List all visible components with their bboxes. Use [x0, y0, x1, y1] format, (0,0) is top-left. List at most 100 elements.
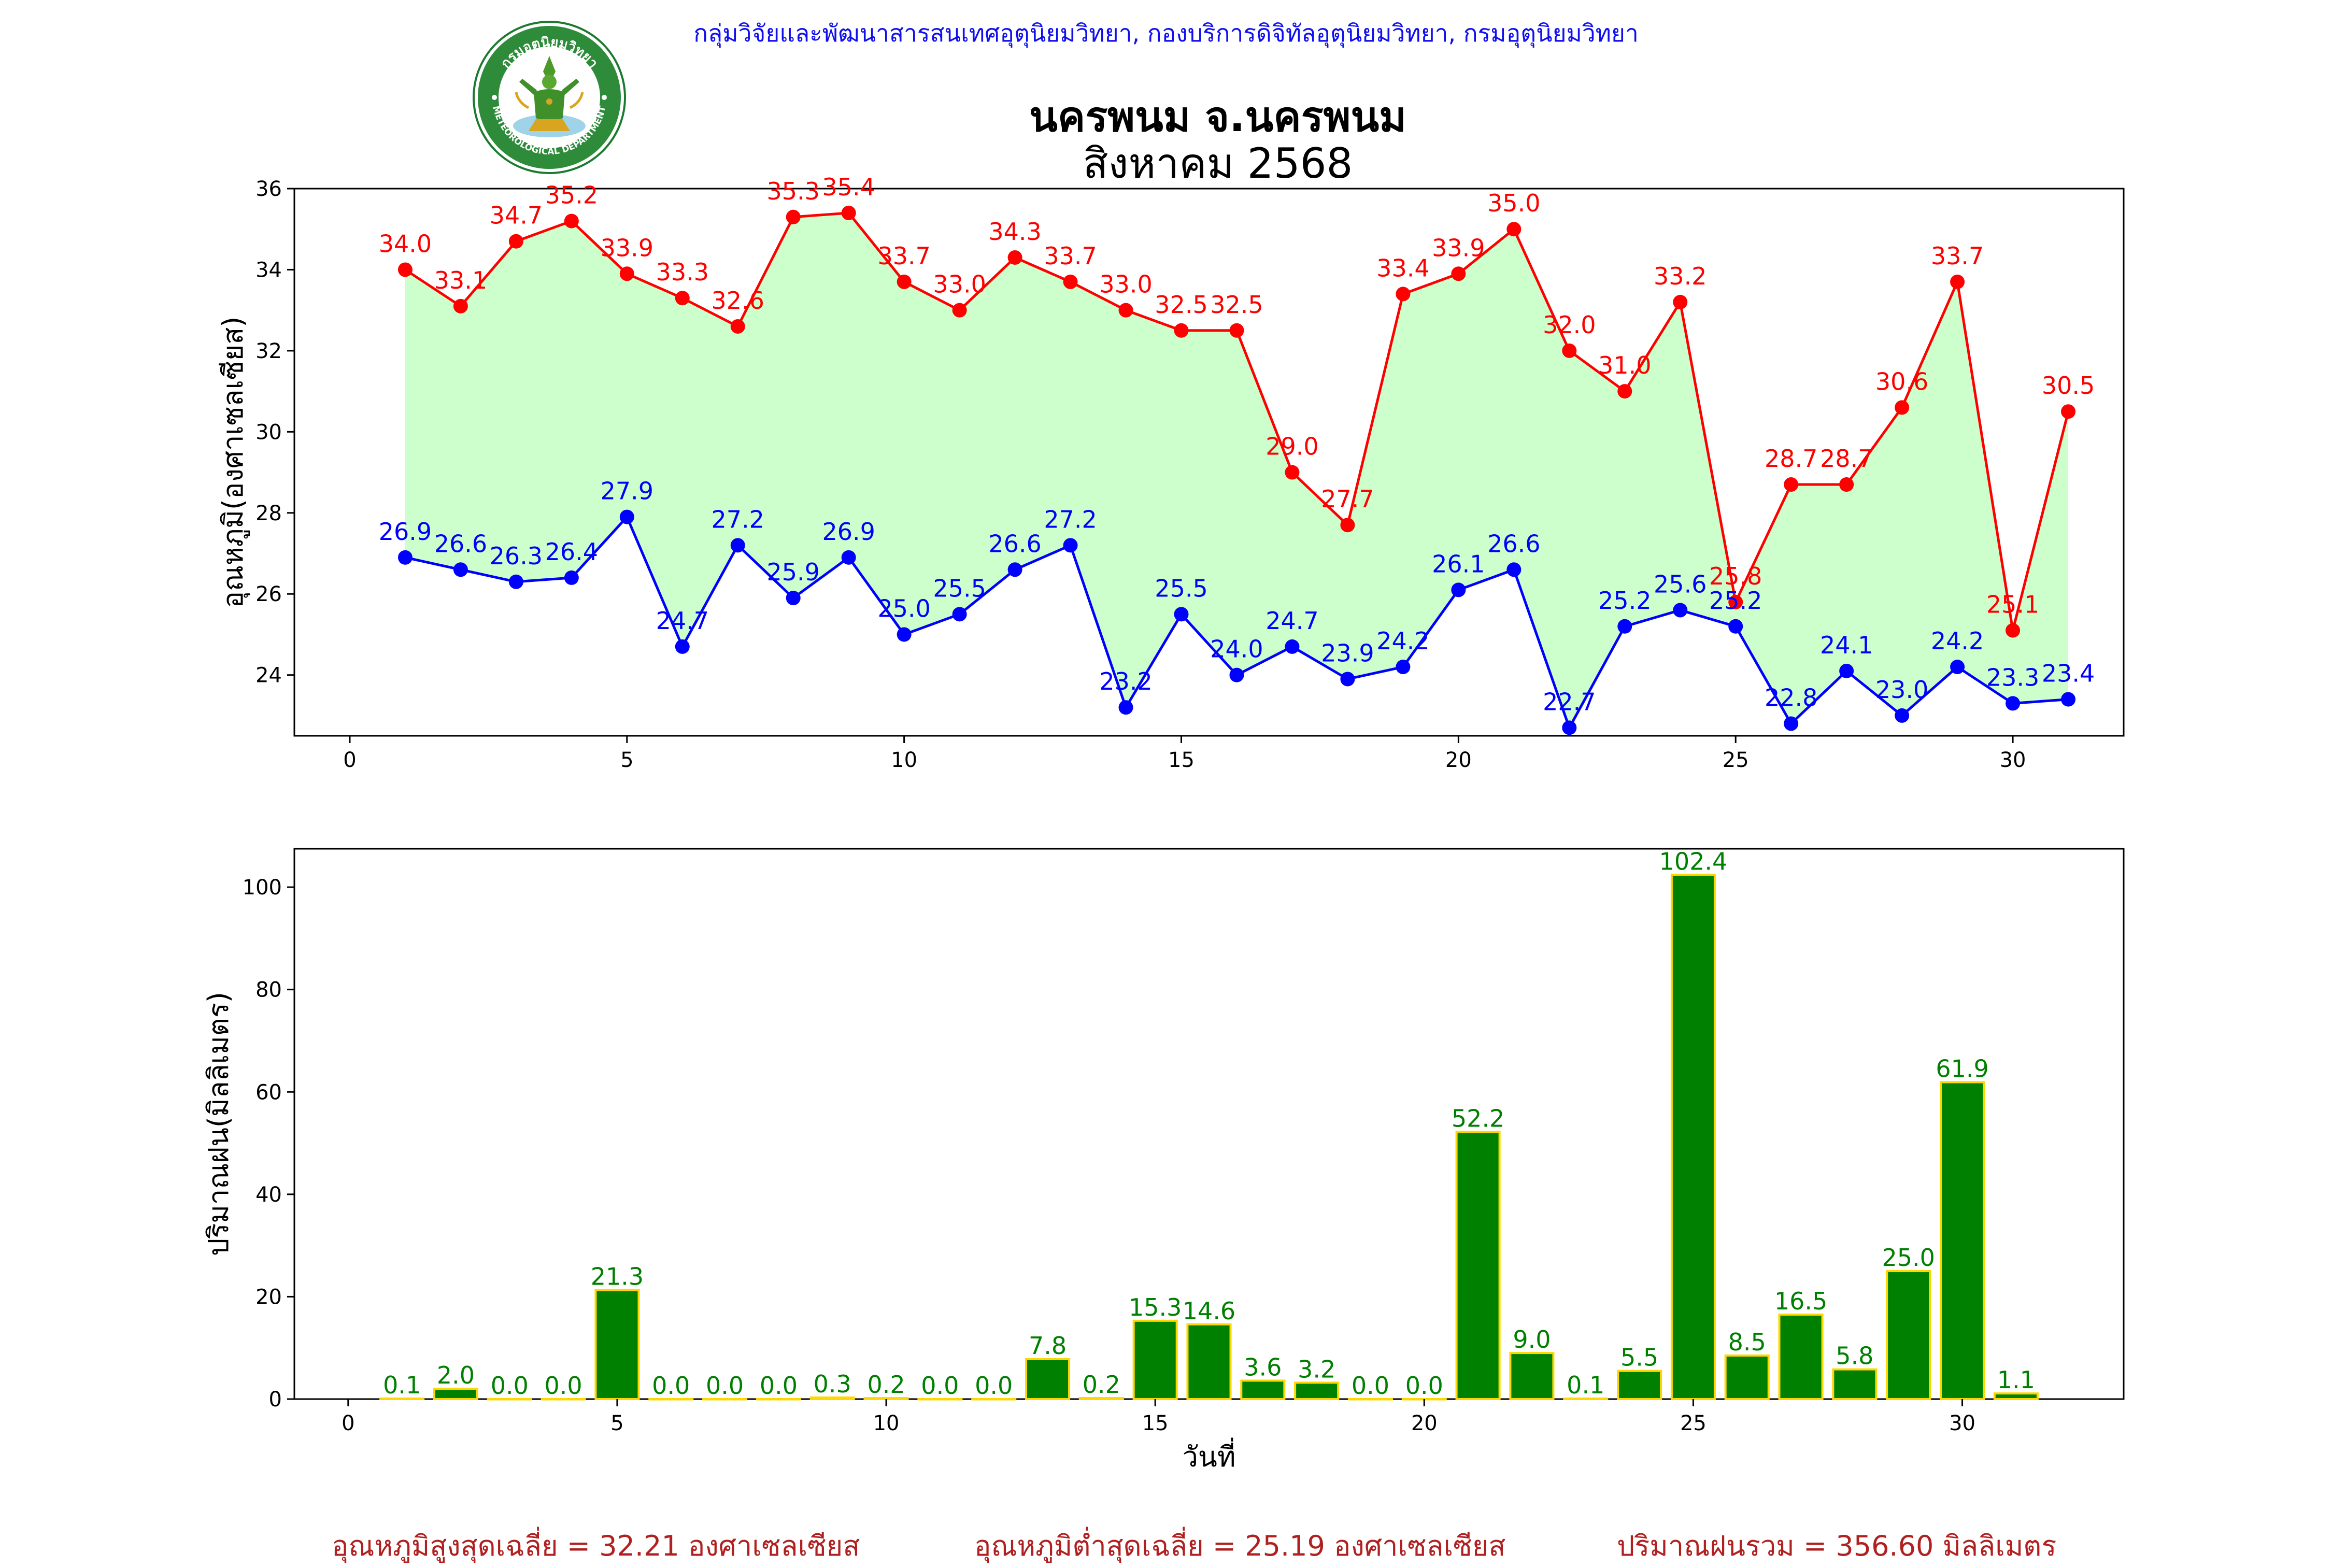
meteorological-department-logo: กรมอุตุนิยมวิทยา METEOROLOGICAL DEPARTME… [473, 21, 626, 174]
rainfall-bar [648, 1398, 694, 1401]
tmin-point [675, 639, 690, 654]
tmin-data-label: 25.9 [767, 558, 820, 586]
tmax-point [1839, 477, 1854, 492]
summary-tmax-average: อุณหภูมิสูงสุดเฉลี่ย = 32.21 องศาเซลเซีย… [332, 1530, 860, 1562]
tmax-data-label: 33.2 [1654, 262, 1707, 290]
summary-rain-total: ปริมาณฝนรวม = 356.60 มิลลิเมตร [1617, 1530, 2057, 1562]
tmax-point [2006, 623, 2021, 638]
tmax-data-label: 33.1 [434, 266, 487, 294]
tmin-data-label: 24.2 [1931, 627, 1984, 655]
rainfall-y-tick-label: 20 [255, 1285, 282, 1309]
temperature-x-tick-label: 10 [891, 748, 917, 772]
rainfall-data-label: 7.8 [1029, 1332, 1067, 1360]
rainfall-y-axis-label: ปริมาณฝน(มิลลิเมตร) [202, 992, 235, 1256]
tmin-data-label: 27.9 [601, 477, 653, 505]
tmax-point [786, 209, 801, 224]
rainfall-data-label: 5.8 [1836, 1342, 1873, 1370]
tmin-data-label: 25.2 [1598, 587, 1651, 615]
tmin-data-label: 23.9 [1321, 639, 1374, 667]
temperature-y-tick-label: 36 [255, 177, 282, 201]
tmin-point [1007, 562, 1022, 577]
rainfall-data-label: 0.0 [760, 1372, 798, 1400]
tmax-point [1784, 477, 1799, 492]
rainfall-x-tick-label: 0 [342, 1412, 354, 1435]
tmax-point [730, 319, 745, 334]
tmax-data-label: 32.0 [1543, 311, 1596, 339]
temperature-y-axis-label: อุณหภูมิ(องศาเซลเซียส) [217, 317, 250, 608]
tmin-data-label: 22.8 [1765, 684, 1817, 712]
tmin-data-label: 24.2 [1376, 627, 1429, 655]
temperature-chart: 0 5 10 15 20 25 30 24 26 28 30 32 34 36 อุณหภูมิ(องศาเ… [217, 173, 2125, 772]
rainfall-bar [1670, 874, 1716, 1401]
rainfall-data-label: 0.3 [814, 1370, 851, 1398]
tmin-point [1617, 619, 1632, 634]
tmin-point [1174, 607, 1189, 622]
tmin-point [730, 538, 745, 553]
tmax-data-label: 33.3 [656, 258, 709, 286]
tmin-data-label: 23.2 [1099, 667, 1152, 695]
rainfall-data-label: 0.0 [1352, 1372, 1389, 1400]
temperature-y-tick-label: 32 [255, 339, 282, 363]
rainfall-bar [1186, 1323, 1232, 1401]
rainfall-x-tick-label: 10 [873, 1412, 900, 1435]
temperature-range-fill [405, 212, 2069, 728]
tmin-point [1396, 660, 1411, 675]
tmax-data-label: 27.7 [1321, 485, 1374, 513]
rainfall-y-tick-label: 100 [243, 876, 282, 900]
tmax-data-label: 33.4 [1376, 254, 1429, 282]
tmin-data-label: 22.7 [1543, 688, 1596, 716]
rainfall-data-label: 0.1 [1567, 1371, 1604, 1399]
tmin-point [453, 562, 468, 577]
tmin-point [2006, 696, 2021, 711]
tmin-point [897, 627, 912, 642]
rainfall-bar [433, 1388, 478, 1401]
rainfall-y-tick-label: 60 [255, 1080, 282, 1104]
tmin-data-label: 26.9 [379, 518, 432, 546]
rainfall-bar [1617, 1370, 1662, 1400]
tmax-point [1617, 384, 1632, 399]
tmin-data-label: 25.6 [1654, 571, 1707, 598]
rainfall-y-tick-label: 40 [255, 1183, 282, 1207]
tmin-data-label: 23.4 [2042, 660, 2095, 688]
tmax-point [564, 213, 579, 229]
rainfall-data-label: 25.0 [1882, 1244, 1935, 1272]
chart-title-station: นครพนม จ.นครพนม [1029, 93, 1406, 141]
tmin-point [564, 570, 579, 585]
rainfall-x-tick-label: 20 [1411, 1412, 1438, 1435]
tmax-data-label: 30.6 [1875, 367, 1928, 395]
tmax-data-label: 30.5 [2042, 372, 2095, 400]
rainfall-data-label: 14.6 [1183, 1297, 1235, 1325]
tmax-point [841, 205, 856, 220]
tmax-data-label: 35.3 [767, 177, 820, 205]
tmin-point [952, 607, 967, 622]
rainfall-bar [1778, 1313, 1824, 1401]
temperature-y-tick-label: 26 [255, 582, 282, 606]
rainfall-bar [1886, 1270, 1931, 1400]
tmin-data-label: 23.0 [1875, 676, 1928, 704]
tmin-data-label: 26.9 [822, 518, 875, 546]
rainfall-bar [1240, 1379, 1286, 1400]
rainfall-x-axis-label: วันที่ [1183, 1437, 1236, 1473]
rainfall-data-label: 0.1 [383, 1371, 421, 1399]
tmax-data-label: 34.3 [988, 218, 1041, 246]
tmax-point [897, 274, 912, 289]
temperature-y-tick-label: 24 [255, 664, 282, 688]
temperature-y-tick-label: 28 [255, 502, 282, 525]
rainfall-bar [1832, 1368, 1878, 1401]
tmax-data-label: 31.0 [1598, 351, 1651, 379]
rainfall-data-label: 9.0 [1513, 1325, 1551, 1353]
rainfall-bar [1940, 1081, 1985, 1400]
rainfall-data-label: 0.0 [921, 1372, 959, 1400]
rainfall-data-label: 5.5 [1620, 1344, 1658, 1372]
tmin-data-label: 24.1 [1820, 631, 1873, 659]
tmin-point [786, 591, 801, 606]
tmax-point [508, 234, 523, 249]
tmin-data-label: 23.3 [1986, 663, 2039, 691]
tmax-point [1895, 400, 1910, 415]
tmax-data-label: 32.6 [712, 287, 764, 315]
source-credit: กลุ่มวิจัยและพัฒนาสารสนเทศอุตุนิยมวิทยา,… [693, 19, 1639, 47]
rainfall-bar [1724, 1355, 1770, 1400]
tmax-data-label: 28.7 [1765, 445, 1817, 473]
rainfall-data-label: 3.2 [1298, 1355, 1335, 1383]
tmin-data-label: 24.7 [1265, 607, 1318, 635]
